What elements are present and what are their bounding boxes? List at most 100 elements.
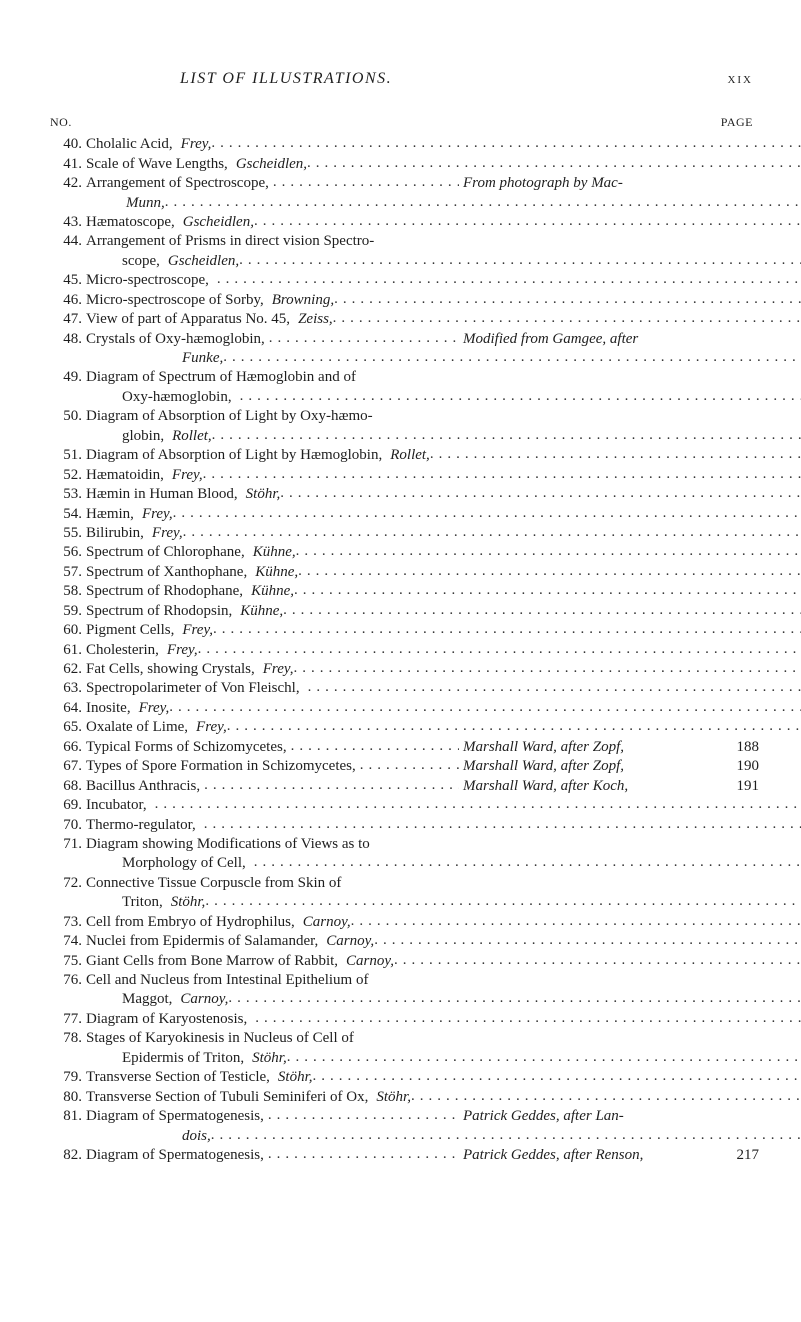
list-item: 57.Spectrum of Xanthophane,Kühne,140 [50,564,759,581]
dot-leader [268,1146,459,1163]
list-item: 74.Nuclei from Epidermis of Salamander,C… [50,933,759,950]
entry-number: 74. [50,933,86,950]
entry-source: Frey, [177,136,212,153]
dot-leader [203,466,801,483]
dot-leader [228,990,801,1007]
entry-number: 42. [50,175,86,192]
list-item: 59.Spectrum of Rhodopsin,Kühne,141 [50,603,759,620]
entry-number: 45. [50,272,86,289]
dot-leader [254,854,801,871]
entry-desc: Connective Tissue Corpuscle from Skin of [86,875,345,892]
list-item: 80.Transverse Section of Tubuli Seminife… [50,1089,759,1106]
entry-number: 56. [50,544,86,561]
dot-leader [293,660,801,677]
entry-number: 78. [50,1030,86,1047]
entry-source: dois, [122,1128,211,1145]
dot-leader [205,893,801,910]
entry-desc: Maggot, [122,991,176,1008]
dot-leader [360,757,459,774]
list-item: 67.Types of Spore Formation in Schizomyc… [50,758,759,775]
illustration-list: 40.Cholalic Acid,Frey,107 41.Scale of Wav… [50,136,759,1164]
list-item-continuation: scope,Gscheidlen,114 [50,253,759,270]
entry-source: Carnoy, [322,933,374,950]
dot-leader [211,1127,801,1144]
dot-leader [155,796,801,813]
entry-source: Marshall Ward, after Koch, [459,778,628,795]
entry-desc: Nuclei from Epidermis of Salamander, [86,933,322,950]
dot-leader [291,738,459,755]
entry-desc: Typical Forms of Schizomycetes, [86,739,291,756]
entry-number: 64. [50,700,86,717]
entry-page: 190 [719,758,759,775]
entry-desc: globin, [122,428,168,445]
entry-source: Frey, [178,622,213,639]
entry-source: Frey, [192,719,227,736]
entry-number: 72. [50,875,86,892]
entry-desc: Spectrum of Chlorophane, [86,544,249,561]
column-heads: NO. PAGE [50,116,759,130]
entry-desc: Cholalic Acid, [86,136,177,153]
entry-desc: Bilirubin, [86,525,148,542]
entry-source: Frey, [163,642,198,659]
entry-source: Kühne, [236,603,283,620]
list-item: 50.Diagram of Absorption of Light by Oxy… [50,408,759,425]
list-item: 44.Arrangement of Prisms in direct visio… [50,233,759,250]
list-item: 45.Micro-spectroscope,114 [50,272,759,289]
entry-desc: Spectrum of Rhodophane, [86,583,247,600]
list-item: 62.Fat Cells, showing Crystals,Frey,149 [50,661,759,678]
entry-number: 68. [50,778,86,795]
entry-number: 75. [50,953,86,970]
dot-leader [280,485,801,502]
entry-page: 188 [719,739,759,756]
list-item-continuation: Maggot,Carnoy,211 [50,991,759,1008]
entry-number: 49. [50,369,86,386]
dot-leader [430,446,801,463]
list-item-continuation: dois,216 [50,1128,759,1145]
entry-number: 50. [50,408,86,425]
list-item-continuation: Munn,112 [50,195,759,212]
entry-source: Carnoy, [176,991,228,1008]
list-item: 63.Spectropolarimeter of Von Fleischl,15… [50,680,759,697]
list-item: 41.Scale of Wave Lengths,Gscheidlen,112 [50,156,759,173]
entry-number: 47. [50,311,86,328]
entry-desc: Incubator, [86,797,151,814]
dot-leader [212,427,801,444]
entry-number: 59. [50,603,86,620]
entry-desc: scope, [122,253,164,270]
entry-desc: Giant Cells from Bone Marrow of Rabbit, [86,953,342,970]
dot-leader [269,330,459,347]
entry-desc: Micro-spectroscope of Sorby, [86,292,268,309]
list-item: 79.Transverse Section of Testicle,Stöhr,… [50,1069,759,1086]
dot-leader [294,582,801,599]
entry-source: Frey, [259,661,294,678]
entry-number: 67. [50,758,86,775]
dot-leader [227,718,801,735]
entry-desc: Transverse Section of Tubuli Seminiferi … [86,1089,372,1106]
entry-desc: Spectrum of Xanthophane, [86,564,251,581]
list-item: 47.View of part of Apparatus No. 45,Zeis… [50,311,759,328]
entry-number: 46. [50,292,86,309]
dot-leader [334,291,801,308]
entry-source: Stöhr, [242,486,281,503]
list-item: 40.Cholalic Acid,Frey,107 [50,136,759,153]
entry-desc: Cell from Embryo of Hydrophilus, [86,914,299,931]
entry-desc: Diagram of Spermatogenesis, [86,1147,268,1164]
entry-desc: Diagram of Spermatogenesis, [86,1108,268,1125]
list-item: 46.Micro-spectroscope of Sorby,Browning,… [50,292,759,309]
entry-number: 77. [50,1011,86,1028]
entry-source: Frey, [148,525,183,542]
entry-desc: Hæmin, [86,506,138,523]
entry-desc: Spectropolarimeter of Von Fleischl, [86,680,304,697]
entry-source: Frey, [135,700,170,717]
dot-leader [211,135,801,152]
list-item-continuation: Triton,Stöhr,206 [50,894,759,911]
list-item: 75.Giant Cells from Bone Marrow of Rabbi… [50,953,759,970]
dot-leader [374,932,801,949]
list-item-continuation: Morphology of Cell,203 [50,855,759,872]
entry-desc: Thermo-regulator, [86,817,200,834]
list-item: 64.Inosite,Frey,157 [50,700,759,717]
entry-desc: Crystals of Oxy-hæmoglobin, [86,331,269,348]
entry-source: Marshall Ward, after Zopf, [459,739,624,756]
entry-source: Stöhr, [167,894,206,911]
entry-number: 76. [50,972,86,989]
